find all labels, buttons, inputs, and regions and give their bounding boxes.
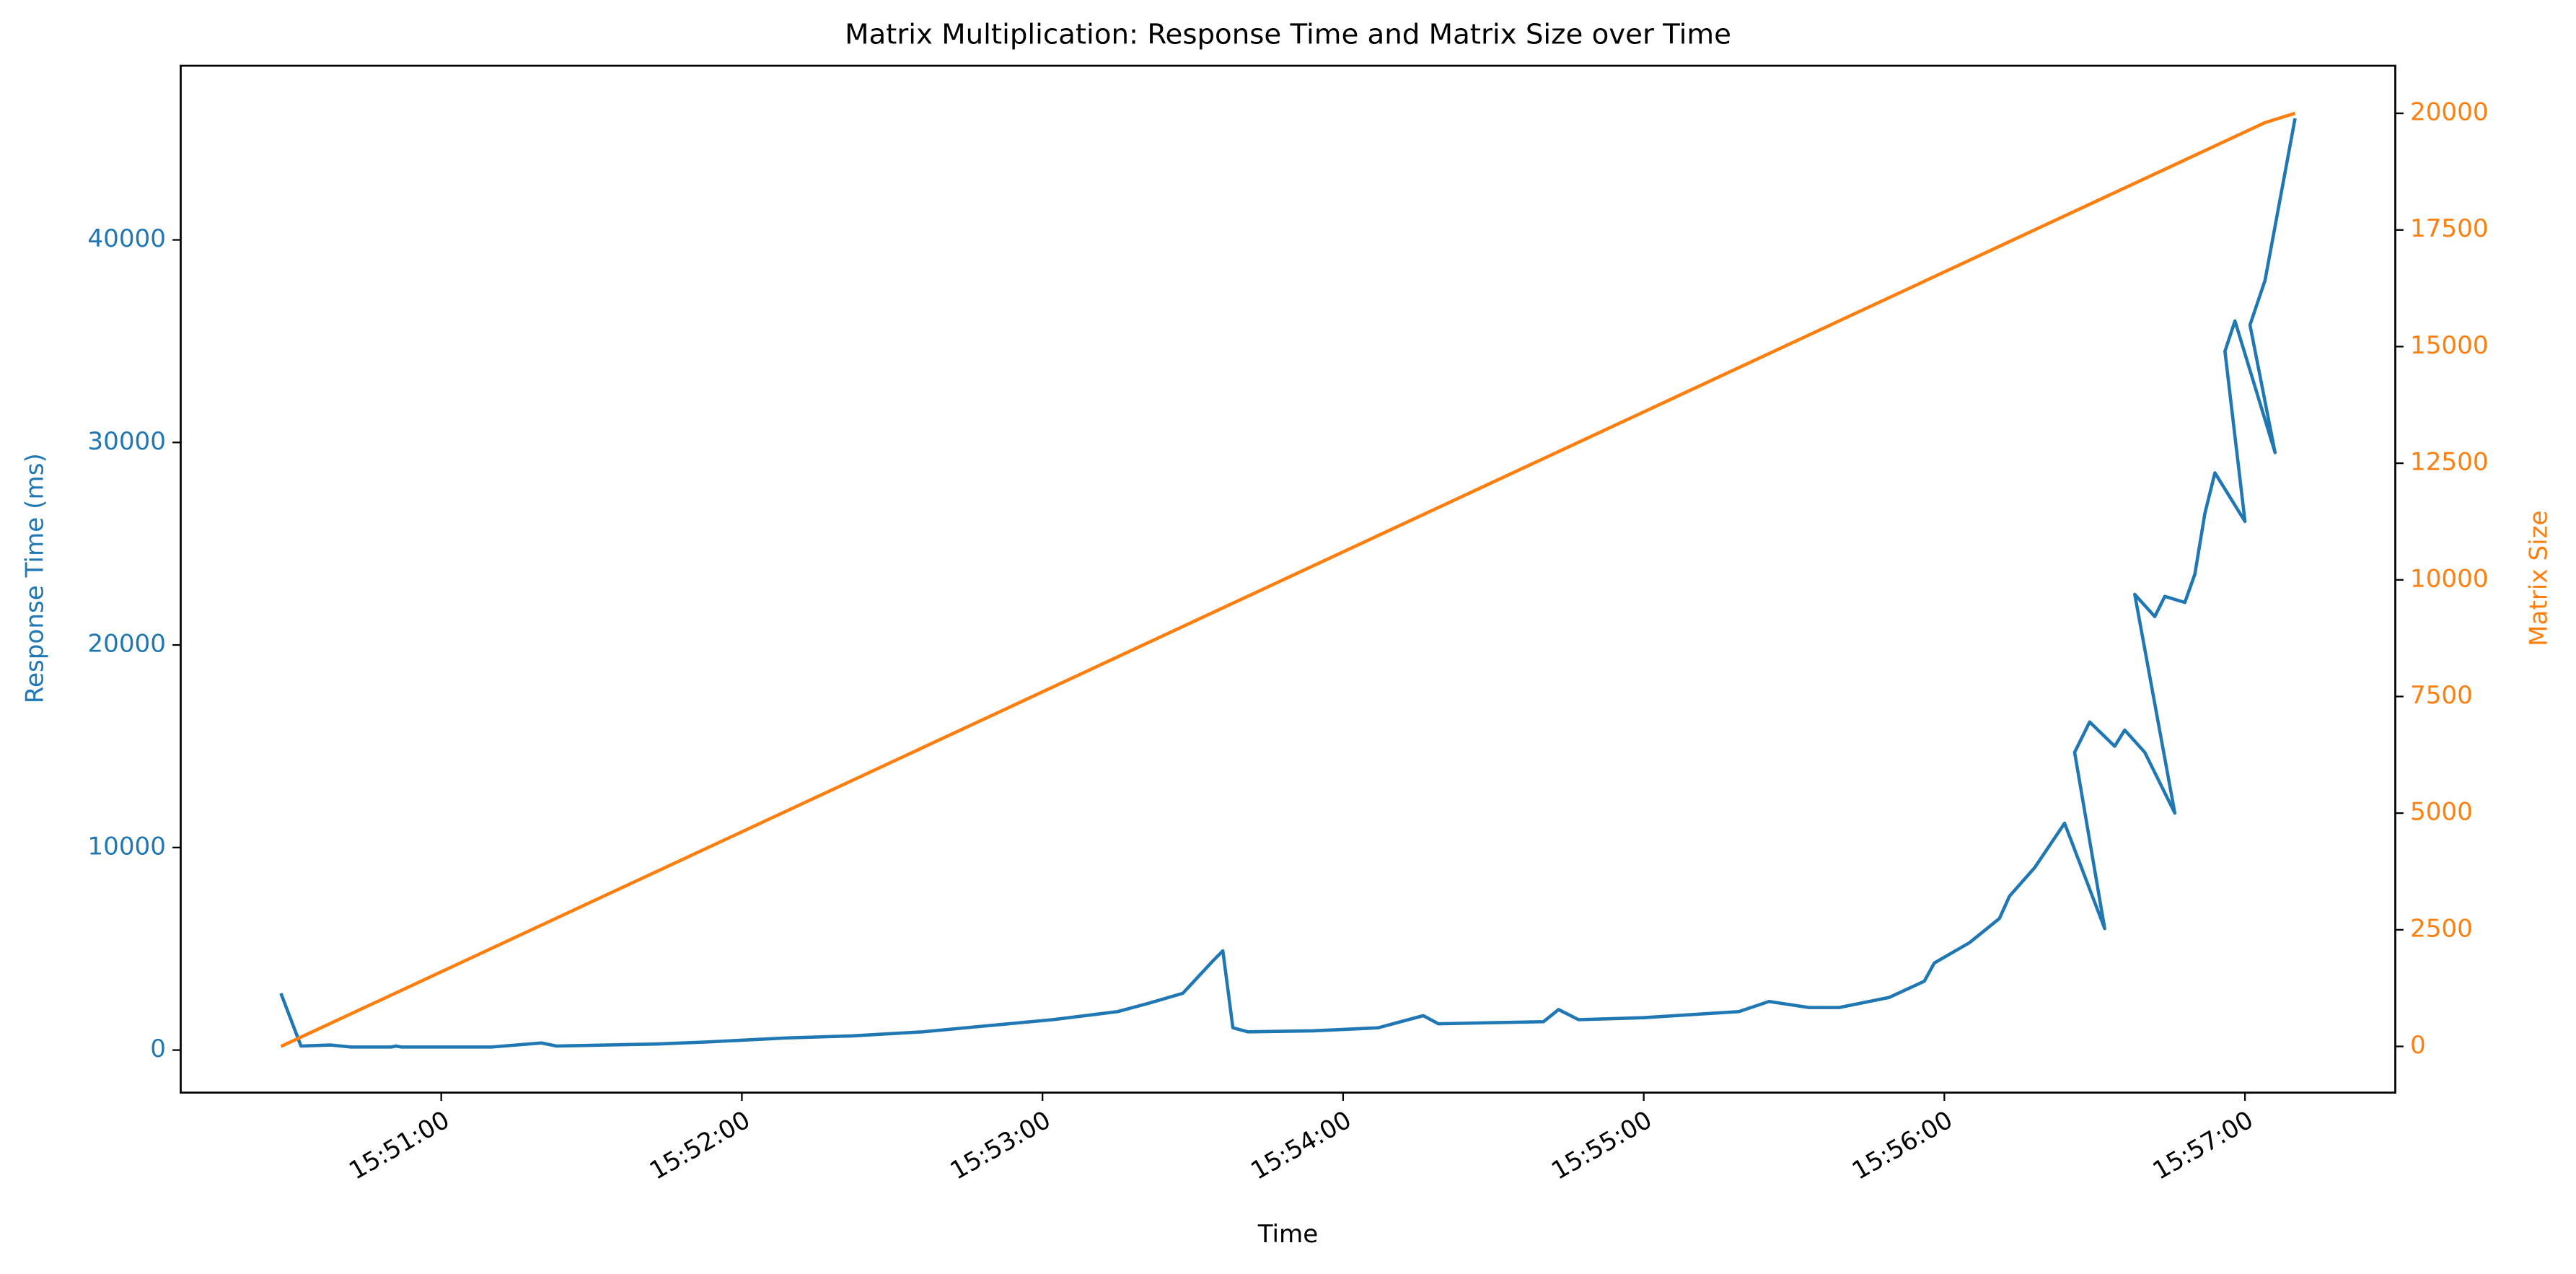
x-axis-label: Time [1257, 1220, 1319, 1249]
x-tick-label: 15:51:00 [344, 1105, 454, 1185]
chart-title: Matrix Multiplication: Response Time and… [845, 19, 1731, 51]
x-tick-label: 15:55:00 [1547, 1105, 1657, 1185]
y-tick-label: 20000 [87, 630, 166, 659]
y2-tick-label: 2500 [2410, 914, 2473, 943]
y2-tick-label: 10000 [2410, 564, 2489, 593]
y2-tick-label: 20000 [2410, 98, 2489, 127]
x-tick-label: 15:56:00 [1847, 1105, 1958, 1185]
y-tick-label: 30000 [87, 427, 166, 456]
y-tick-label: 0 [150, 1034, 166, 1063]
y2-tick-label: 0 [2410, 1031, 2426, 1060]
x-tick-label: 15:52:00 [645, 1105, 755, 1185]
plot-frame [180, 64, 2396, 1094]
y2-tick-label: 7500 [2410, 681, 2473, 710]
y-tick-label: 40000 [87, 224, 166, 253]
y2-tick-label: 5000 [2410, 798, 2473, 827]
y-tick-label: 10000 [87, 832, 166, 861]
x-tick-label: 15:54:00 [1246, 1105, 1356, 1185]
y2-tick-label: 12500 [2410, 448, 2489, 477]
x-tick-label: 15:53:00 [946, 1105, 1056, 1185]
series-line [280, 111, 2296, 1048]
y2-tick-label: 15000 [2410, 331, 2489, 360]
series-line [279, 118, 2297, 1049]
y-axis-label: Response Time (ms) [21, 453, 50, 703]
x-tick-label: 15:57:00 [2148, 1105, 2259, 1185]
y2-tick-label: 17500 [2410, 214, 2489, 243]
y2-axis-label: Matrix Size [2524, 510, 2553, 646]
